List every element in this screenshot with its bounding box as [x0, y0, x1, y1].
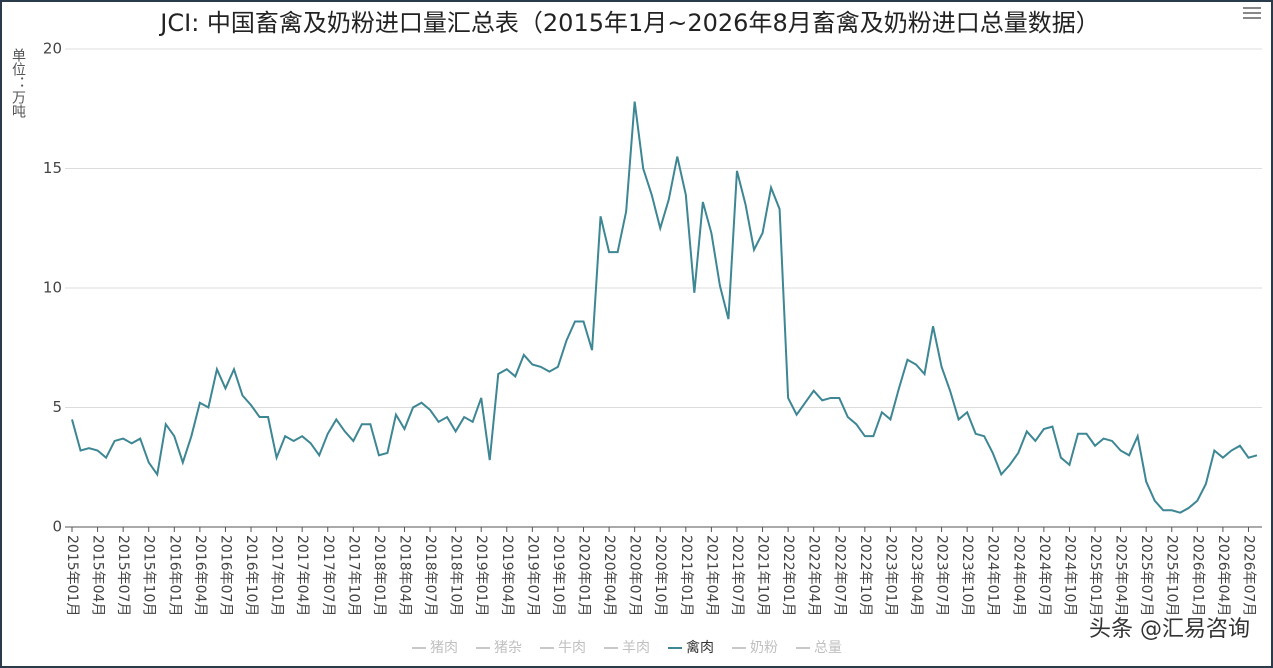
x-tick-label: 2023年07月 — [934, 535, 950, 616]
x-tick-label: 2023年10月 — [959, 535, 975, 616]
x-tick-label: 2019年07月 — [524, 535, 540, 616]
legend: 猪肉 猪杂 牛肉 羊肉 禽肉 奶粉 总量 — [412, 639, 842, 656]
x-tick-label: 2026年01月 — [1189, 535, 1205, 616]
x-tick-label: 2015年07月 — [115, 535, 131, 616]
x-tick-label: 2021年01月 — [678, 535, 694, 616]
x-tick-label: 2016年10月 — [243, 535, 259, 616]
menu-icon[interactable] — [1243, 7, 1261, 19]
legend-label: 总量 — [814, 640, 842, 656]
x-tick-label: 2020年07月 — [627, 535, 643, 616]
y-tick-label: 20 — [43, 40, 62, 58]
x-tick-label: 2026年07月 — [1240, 535, 1256, 616]
x-tick-label: 2026年04月 — [1215, 535, 1231, 616]
y-tick-label: 5 — [52, 398, 62, 416]
watermark: 头条 @汇易咨询 — [1089, 617, 1250, 642]
x-tick-label: 2024年10月 — [1061, 535, 1077, 616]
legend-item[interactable]: 总量 — [796, 640, 842, 656]
legend-label: 羊肉 — [622, 640, 650, 656]
legend-item[interactable]: 禽肉 — [668, 639, 714, 656]
x-tick-label: 2017年04月 — [294, 535, 310, 616]
x-tick-label: 2021年10月 — [755, 535, 771, 616]
x-tick-label: 2025年01月 — [1087, 535, 1103, 616]
legend-label: 猪杂 — [494, 640, 522, 656]
x-tick-label: 2016年07月 — [217, 535, 233, 616]
legend-label: 禽肉 — [686, 639, 714, 656]
data-line — [71, 101, 1258, 514]
x-tick-label: 2022年01月 — [780, 535, 796, 616]
legend-item[interactable]: 奶粉 — [732, 640, 778, 656]
x-tick-label: 2021年04月 — [703, 535, 719, 616]
legend-label: 牛肉 — [558, 640, 586, 656]
legend-item[interactable]: 猪肉 — [412, 640, 458, 656]
x-tick-label: 2021年07月 — [729, 535, 745, 616]
x-tick-label: 2017年07月 — [320, 535, 336, 616]
legend-item[interactable]: 猪杂 — [476, 640, 522, 656]
x-tick-label: 2015年10月 — [141, 535, 157, 616]
legend-label: 猪肉 — [430, 640, 458, 656]
x-tick-label: 2024年01月 — [985, 535, 1001, 616]
x-tick-label: 2022年07月 — [831, 535, 847, 616]
x-tick-label: 2015年01月 — [64, 535, 80, 616]
legend-item[interactable]: 羊肉 — [604, 640, 650, 656]
x-tick-label: 2017年01月 — [269, 535, 285, 616]
x-tick-label: 2019年04月 — [499, 535, 515, 616]
legend-item[interactable]: 牛肉 — [540, 640, 586, 656]
x-tick-label: 2025年07月 — [1138, 535, 1154, 616]
x-tick-label: 2022年04月 — [806, 535, 822, 616]
x-tick-label: 2016年04月 — [192, 535, 208, 616]
y-tick-label: 15 — [43, 159, 62, 177]
x-tick-label: 2019年10月 — [550, 535, 566, 616]
x-tick-label: 2018年01月 — [371, 535, 387, 616]
x-tick-label: 2025年04月 — [1113, 535, 1129, 616]
x-tick-label: 2023年04月 — [908, 535, 924, 616]
chart-title: JCI: 中国畜禽及奶粉进口量汇总表（2015年1月~2026年8月畜禽及奶粉进… — [158, 9, 1099, 37]
x-tick-label: 2017年10月 — [345, 535, 361, 616]
x-tick-label: 2018年10月 — [448, 535, 464, 616]
x-tick-label: 2025年10月 — [1164, 535, 1180, 616]
x-tick-label: 2024年07月 — [1036, 535, 1052, 616]
x-tick-label: 2018年07月 — [422, 535, 438, 616]
x-tick-label: 2024年04月 — [1010, 535, 1026, 616]
x-tick-label: 2020年04月 — [601, 535, 617, 616]
y-tick-label: 0 — [52, 518, 62, 536]
y-axis-label: 单位：万吨 — [10, 48, 26, 118]
x-tick-label: 2020年01月 — [576, 535, 592, 616]
x-tick-label: 2023年01月 — [882, 535, 898, 616]
y-tick-label: 10 — [43, 279, 62, 297]
x-tick-label: 2019年01月 — [473, 535, 489, 616]
x-tick-label: 2018年04月 — [396, 535, 412, 616]
x-tick-label: 2020年10月 — [652, 535, 668, 616]
x-tick-label: 2022年10月 — [857, 535, 873, 616]
legend-label: 奶粉 — [750, 640, 778, 656]
x-tick-label: 2015年04月 — [90, 535, 106, 616]
x-tick-label: 2016年01月 — [166, 535, 182, 616]
